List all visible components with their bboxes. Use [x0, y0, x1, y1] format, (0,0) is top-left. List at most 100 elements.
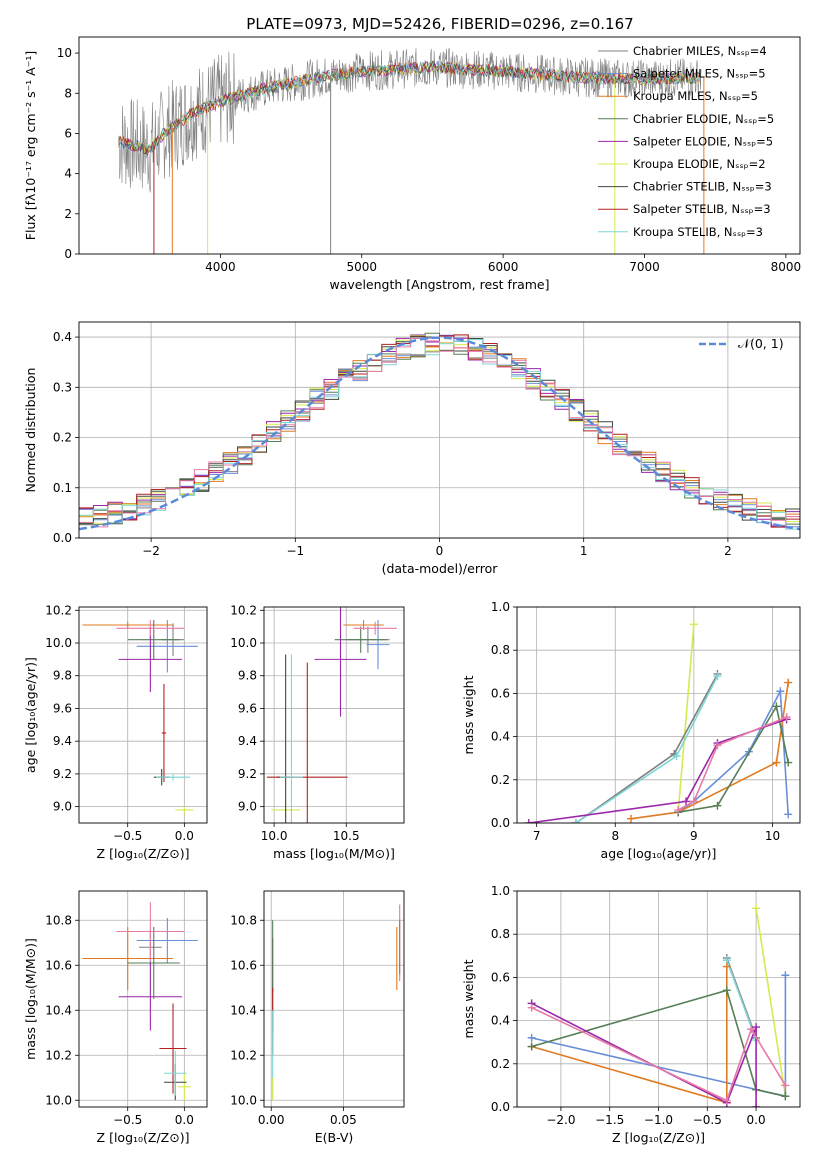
- plot-frame: [516, 606, 801, 824]
- y-tick-label: 0.2: [491, 773, 510, 787]
- point-kroupa-stelib: [279, 654, 303, 823]
- x-axis-label: Z [log₁₀(Z/Z⊙)]: [97, 1130, 190, 1145]
- y-tick-label: 10: [57, 46, 72, 60]
- series-line-chabrier-elodie: [678, 704, 789, 813]
- series-marker: [722, 986, 731, 995]
- x-tick-label: −1.0: [644, 1113, 673, 1127]
- histogram-pinkish: [79, 338, 800, 528]
- series-marker: [689, 797, 698, 806]
- chart-mass-vs-ebv: 0.00 0.05 10.0 10.2 10.4 10.6 10.8 E(B-V): [230, 890, 405, 1145]
- y-tick-label: 9.6: [53, 701, 72, 715]
- y-tick-label: 0: [64, 247, 72, 261]
- series-marker: [682, 797, 691, 806]
- plot-frame: [78, 606, 208, 824]
- x-tick-label: 5000: [346, 260, 377, 274]
- model-line-salpeter-stelib: [118, 61, 701, 157]
- y-tick-label: 9.6: [238, 701, 257, 715]
- y-tick-label: 10.0: [45, 636, 72, 650]
- figure-title: PLATE=0973, MJD=52426, FIBERID=0296, z=0…: [246, 15, 633, 33]
- plot-frame: [78, 890, 208, 1108]
- y-tick-label: 10.2: [230, 1048, 257, 1062]
- plot-frame: [78, 321, 801, 539]
- y-tick-label: 10.0: [230, 636, 257, 650]
- series-marker: [781, 971, 790, 980]
- y-tick-label: 0.4: [53, 330, 72, 344]
- y-tick-label: 1.0: [491, 600, 510, 614]
- series-line-chabrier-elodie: [531, 989, 786, 1097]
- plot-area: [79, 332, 800, 531]
- x-tick-label: 0.05: [330, 1113, 357, 1127]
- y-tick-label: 6: [64, 126, 72, 140]
- legend: Chabrier MILES, Nₛₛₚ=4 Salpeter MILES, Nₛ…: [598, 44, 774, 239]
- x-tick-label: 7000: [629, 260, 660, 274]
- y-tick-label: 10.6: [45, 958, 72, 972]
- x-tick-label: −2.0: [546, 1113, 575, 1127]
- series-marker: [672, 752, 681, 761]
- y-tick-label: 9.0: [53, 800, 72, 814]
- x-tick-label: −2: [142, 544, 160, 558]
- y-axis-label: Normed distribution: [23, 368, 38, 493]
- x-axis-label: E(B-V): [315, 1130, 354, 1145]
- series-line-kroupa-elodie: [755, 908, 787, 1097]
- y-tick-label: 0.8: [491, 927, 510, 941]
- series-marker: [527, 1042, 536, 1051]
- point-salpeter-stelib: [161, 683, 167, 783]
- series-marker: [772, 702, 781, 711]
- y-tick-label: 0.4: [491, 730, 510, 744]
- series-marker: [722, 1096, 731, 1105]
- chart-spectrum: 4000 5000 6000 7000 8000 0 2 4 6 8 10 wavelength [A…: [23, 36, 801, 292]
- y-tick-label: 9.0: [238, 800, 257, 814]
- x-axis-label: wavelength [Angstrom, rest frame]: [329, 277, 549, 292]
- series-marker: [524, 819, 533, 823]
- x-axis-label: Z [log₁₀(Z/Z⊙)]: [612, 1130, 705, 1145]
- series-marker: [713, 801, 722, 810]
- x-tick-label: 0.0: [747, 1113, 766, 1127]
- legend-entry: Chabrier ELODIE, Nₛₛₚ=5: [633, 112, 774, 126]
- series-marker: [752, 1023, 761, 1032]
- series-marker: [674, 806, 683, 815]
- x-axis-label: (data-model)/error: [382, 561, 499, 576]
- y-tick-label: 9.8: [53, 669, 72, 683]
- plot-frame: [78, 36, 801, 255]
- point-pinkish: [116, 620, 185, 637]
- x-tick-label: 4000: [205, 260, 236, 274]
- x-tick-label: 8: [611, 829, 619, 843]
- y-tick-label: 0.6: [491, 686, 510, 700]
- y-tick-label: 0.6: [491, 970, 510, 984]
- point-kroupa-stelib: [163, 1050, 187, 1096]
- x-tick-label: −1.5: [595, 1113, 624, 1127]
- plot-area: [118, 48, 705, 254]
- y-tick-label: 9.2: [53, 767, 72, 781]
- x-axis-label: Z [log₁₀(Z/Z⊙)]: [97, 846, 190, 861]
- legend-entry: Chabrier MILES, Nₛₛₚ=4: [633, 44, 767, 58]
- series-marker: [713, 672, 722, 681]
- chart-mass-weight-vs-age: 7 8 9 10 0.0 0.2 0.4 0.6 0.8 1.0 age [log₁₀(age/yr…: [461, 600, 801, 861]
- point-pinkish: [116, 902, 185, 961]
- x-tick-label: 0.00: [258, 1113, 285, 1127]
- y-tick-label: 10.8: [230, 913, 257, 927]
- y-tick-label: 9.8: [238, 669, 257, 683]
- legend-entry: Kroupa ELODIE, Nₛₛₚ=2: [633, 157, 766, 171]
- x-axis-label: mass [log₁₀(M/M⊙)]: [273, 846, 395, 861]
- point-chabrier-elodie: [127, 927, 180, 999]
- point-salpeter-miles: [366, 620, 390, 670]
- series-marker: [772, 758, 781, 767]
- x-tick-label: −1: [286, 544, 304, 558]
- series-line-pinkish: [531, 1006, 787, 1102]
- chart-residuals: −2 −1 0 1 2 0.0 0.1 0.2 0.3 0.4 (data-model)/error…: [23, 321, 801, 576]
- series-marker: [776, 687, 785, 696]
- point-salpeter-stelib: [159, 1003, 187, 1094]
- point-kroupa-elodie: [177, 1073, 192, 1101]
- y-tick-label: 0.0: [491, 816, 510, 830]
- legend-entry: Kroupa STELIB, Nₛₛₚ=3: [633, 225, 763, 239]
- x-tick-label: 0.0: [175, 829, 194, 843]
- y-axis-label: mass weight: [461, 675, 476, 754]
- series-marker: [784, 678, 793, 687]
- plot-area: [524, 620, 793, 823]
- y-tick-label: 10.2: [45, 1048, 72, 1062]
- x-tick-label: 6000: [488, 260, 519, 274]
- legend-entry: Chabrier STELIB, Nₛₛₚ=3: [633, 180, 772, 194]
- plot-area: [82, 902, 198, 1101]
- x-tick-label: −0.5: [113, 1113, 142, 1127]
